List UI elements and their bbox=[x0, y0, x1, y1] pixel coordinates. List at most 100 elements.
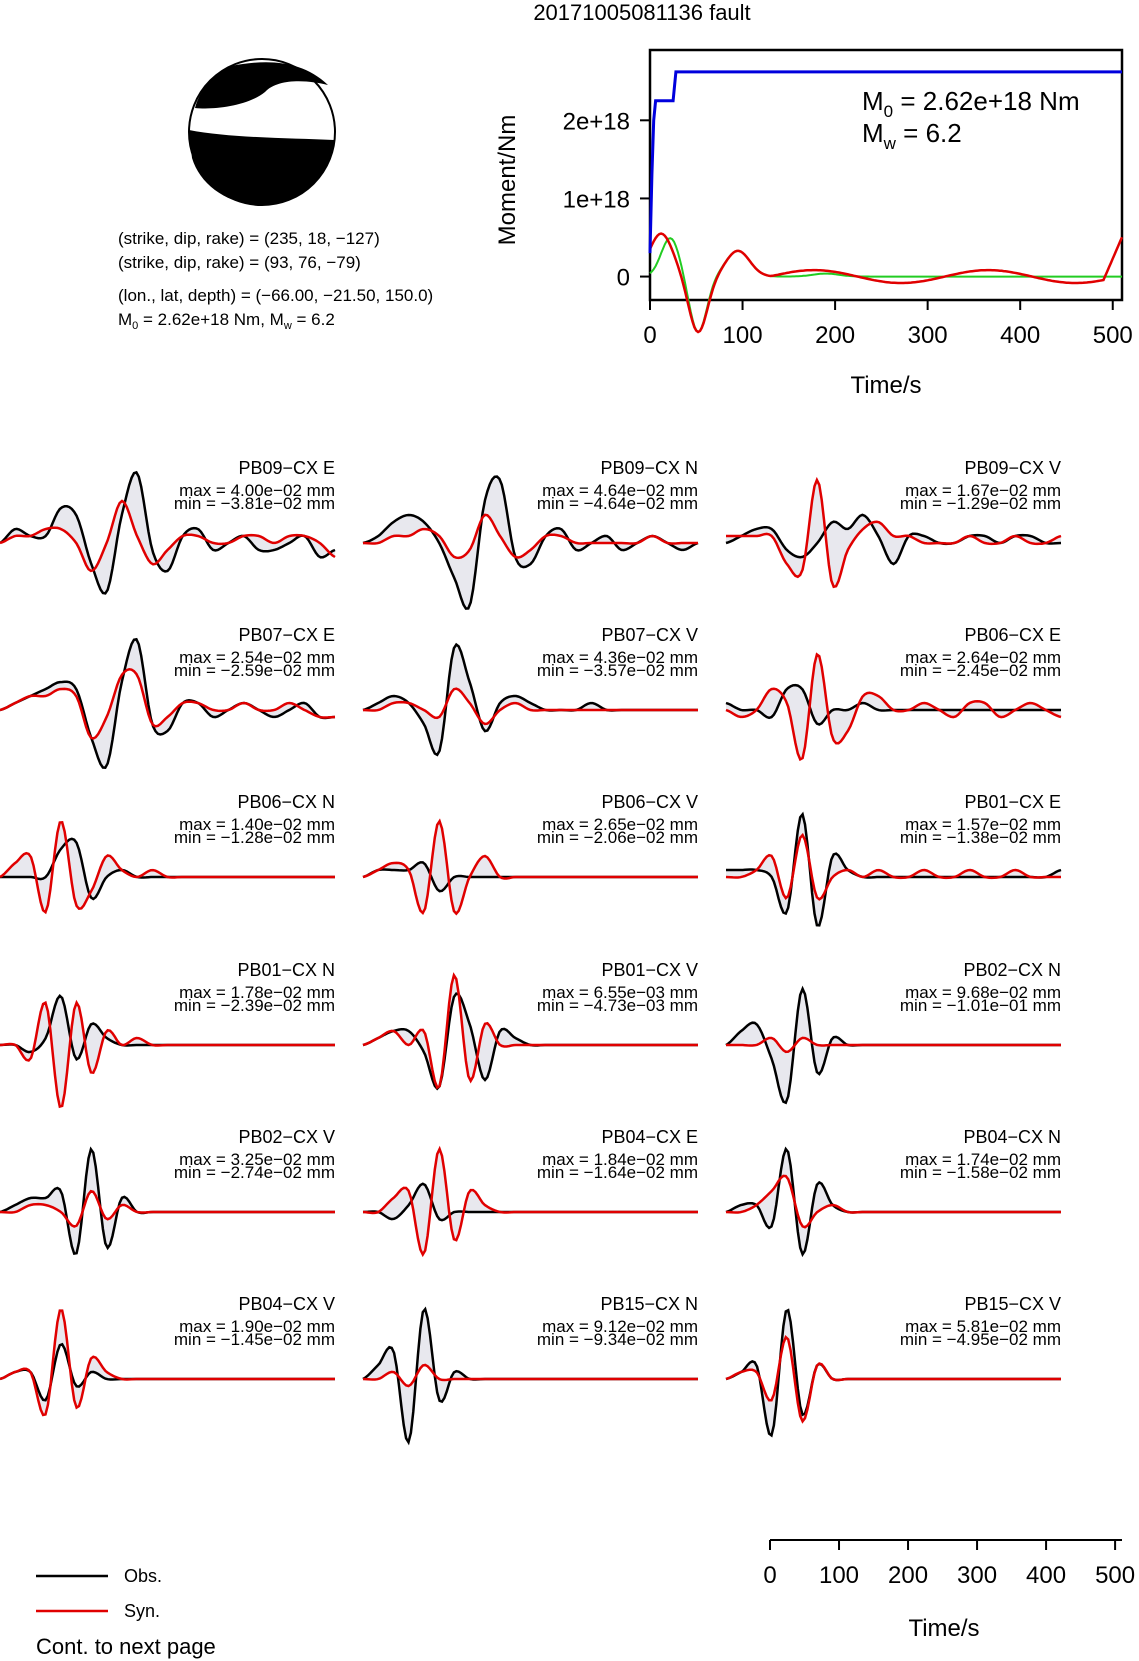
moment-ylabel: Moment/Nm bbox=[494, 115, 521, 246]
station-label: PB01−CX N bbox=[237, 960, 335, 980]
min-amplitude: min = −1.01e−01 mm bbox=[900, 996, 1061, 1015]
synthetic-trace bbox=[725, 1174, 1061, 1229]
beachball-compression-lower bbox=[189, 130, 334, 205]
max-amplitude: max = 4.36e−02 mm bbox=[542, 648, 698, 667]
moment-xtick-label: 100 bbox=[723, 322, 763, 349]
moment-ytick-label: 1e+18 bbox=[563, 186, 630, 213]
moment-plot-frame bbox=[648, 48, 1124, 302]
moment-xtick-label: 500 bbox=[1093, 322, 1133, 349]
moment-xtick-label: 300 bbox=[908, 322, 948, 349]
misfit-fill bbox=[363, 1149, 698, 1255]
misfit-fill bbox=[726, 654, 1061, 760]
min-amplitude: min = −1.38e−02 mm bbox=[900, 828, 1061, 847]
cumulative-moment-line bbox=[648, 70, 1122, 254]
max-amplitude: max = 1.57e−02 mm bbox=[905, 815, 1061, 834]
synthetic-trace bbox=[726, 476, 1062, 589]
max-amplitude: max = 4.64e−02 mm bbox=[542, 481, 698, 500]
legend-syn-label: Syn. bbox=[124, 1601, 160, 1621]
moment-ytick-label: 2e+18 bbox=[563, 108, 630, 135]
synthetic-trace bbox=[0, 999, 335, 1109]
time-axis-tick-label: 200 bbox=[888, 1562, 928, 1589]
min-amplitude: min = −2.39e−02 mm bbox=[174, 996, 335, 1015]
synthetic-trace bbox=[725, 1335, 1061, 1424]
min-amplitude: min = −1.64e−02 mm bbox=[537, 1163, 698, 1182]
max-amplitude: max = 2.54e−02 mm bbox=[179, 648, 335, 667]
moment-xtick-label: 400 bbox=[1000, 322, 1040, 349]
max-amplitude: max = 1.84e−02 mm bbox=[542, 1150, 698, 1169]
station-label: PB09−CX N bbox=[600, 458, 698, 478]
station-label: PB04−CX N bbox=[963, 1127, 1061, 1147]
max-amplitude: max = 3.25e−02 mm bbox=[179, 1150, 335, 1169]
min-amplitude: min = −2.74e−02 mm bbox=[174, 1163, 335, 1182]
misfit-fill bbox=[0, 822, 335, 913]
moment-magnitude-text: M0 = 2.62e+18 Nm, Mw = 6.2 bbox=[118, 310, 335, 332]
time-axis-tick-label: 0 bbox=[763, 1562, 776, 1589]
min-amplitude: min = −4.64e−02 mm bbox=[537, 494, 698, 513]
continuation-note: Cont. to next page bbox=[36, 1634, 216, 1659]
moment-ytick-label: 0 bbox=[617, 265, 630, 292]
min-amplitude: min = −3.81e−02 mm bbox=[174, 494, 335, 513]
moment-xlabel: Time/s bbox=[850, 372, 921, 399]
beachball bbox=[188, 58, 336, 206]
synthetic-trace bbox=[362, 513, 698, 560]
moment-xtick-label: 200 bbox=[815, 322, 855, 349]
max-amplitude: max = 9.12e−02 mm bbox=[542, 1317, 698, 1336]
synthetic-trace bbox=[0, 499, 336, 573]
station-label: PB04−CX V bbox=[238, 1294, 335, 1314]
synthetic-trace bbox=[362, 1363, 698, 1388]
moment-y-axis: 0 1e+18 2e+18 bbox=[563, 108, 650, 292]
station-label: PB06−CX V bbox=[601, 792, 698, 812]
max-amplitude: max = 1.40e−02 mm bbox=[179, 815, 335, 834]
moment-x-axis: 0 100 200 300 400 500 bbox=[643, 300, 1133, 349]
station-label: PB02−CX N bbox=[963, 960, 1061, 980]
lon-lat-depth: (lon., lat, depth) = (−66.00, −21.50, 15… bbox=[118, 286, 433, 305]
strike-dip-rake-2: (strike, dip, rake) = (93, 76, −79) bbox=[118, 253, 361, 272]
min-amplitude: min = −2.45e−02 mm bbox=[900, 661, 1061, 680]
min-amplitude: min = −3.57e−02 mm bbox=[537, 661, 698, 680]
waveform-time-axis: 0 100 200 300 400 500 bbox=[763, 1539, 1135, 1589]
min-amplitude: min = −9.34e−02 mm bbox=[537, 1330, 698, 1349]
max-amplitude: max = 6.55e−03 mm bbox=[542, 983, 698, 1002]
station-label: PB15−CX N bbox=[600, 1294, 698, 1314]
station-label: PB04−CX E bbox=[601, 1127, 698, 1147]
station-label: PB07−CX V bbox=[601, 625, 698, 645]
observed-trace bbox=[0, 470, 336, 595]
strike-dip-rake-1: (strike, dip, rake) = (235, 18, −127) bbox=[118, 229, 380, 248]
station-label: PB01−CX V bbox=[601, 960, 698, 980]
max-amplitude: max = 1.74e−02 mm bbox=[905, 1150, 1061, 1169]
synthetic-trace bbox=[0, 668, 336, 740]
min-amplitude: min = −1.29e−02 mm bbox=[900, 494, 1061, 513]
min-amplitude: min = −1.45e−02 mm bbox=[174, 1330, 335, 1349]
min-amplitude: min = −2.59e−02 mm bbox=[174, 661, 335, 680]
moment-m0-annotation: M0 = 2.62e+18 Nm bbox=[862, 86, 1080, 121]
moment-function-plot: 0 1e+18 2e+18 0 100 200 300 400 500 Moment/Nm T… bbox=[494, 48, 1133, 399]
source-info: (strike, dip, rake) = (235, 18, −127) (s… bbox=[118, 229, 433, 332]
stf-red-line bbox=[648, 232, 1124, 334]
station-label: PB01−CX E bbox=[964, 792, 1061, 812]
synthetic-trace bbox=[725, 652, 1062, 762]
time-axis-tick-label: 400 bbox=[1026, 1562, 1066, 1589]
max-amplitude: max = 9.68e−02 mm bbox=[905, 983, 1061, 1002]
max-amplitude: max = 1.78e−02 mm bbox=[179, 983, 335, 1002]
max-amplitude: max = 1.90e−02 mm bbox=[179, 1317, 335, 1336]
station-label: PB06−CX E bbox=[964, 625, 1061, 645]
max-amplitude: max = 2.64e−02 mm bbox=[905, 648, 1061, 667]
synthetic-trace bbox=[0, 1309, 335, 1417]
synthetic-trace bbox=[362, 972, 698, 1090]
